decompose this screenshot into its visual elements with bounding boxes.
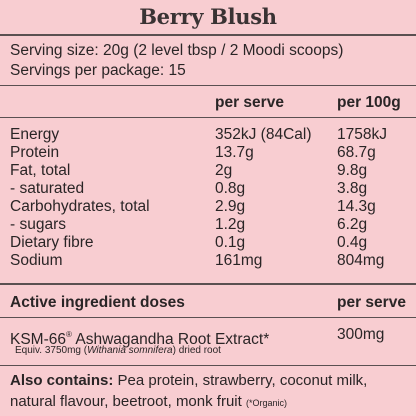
table-row: Energy 352kJ (84Cal) 1758kJ <box>0 126 416 144</box>
table-row: Sodium 161mg 804mg <box>0 252 416 270</box>
active-per-serve-header: per serve <box>337 294 406 311</box>
nutrient-name: Protein <box>10 144 60 161</box>
header-per-serve: per serve <box>215 94 284 111</box>
per-100g-value: 6.2g <box>337 216 368 233</box>
nutrient-name: Fat, total <box>10 162 71 179</box>
equivalence-note: Equiv. 3750mg (Withania somnifera) dried… <box>15 345 221 357</box>
per-100g-value: 0.4g <box>337 234 368 251</box>
nutrient-name: Carbohydrates, total <box>10 198 150 215</box>
per-serve-value: 2g <box>215 162 233 179</box>
per-100g-value: 68.7g <box>337 144 376 161</box>
per-100g-value: 3.8g <box>337 180 368 197</box>
divider <box>0 283 416 285</box>
per-serve-value: 1.2g <box>215 216 246 233</box>
divider <box>0 317 416 318</box>
servings-per-package: Servings per package: 15 <box>10 62 186 79</box>
divider <box>0 365 416 366</box>
per-serve-value: 352kJ (84Cal) <box>215 126 312 143</box>
serving-size: Serving size: 20g (2 level tbsp / 2 Mood… <box>10 42 344 59</box>
nutrient-name: Sodium <box>10 252 63 269</box>
header-per-100g: per 100g <box>337 94 401 111</box>
table-row: Dietary fibre 0.1g 0.4g <box>0 234 416 252</box>
per-serve-value: 13.7g <box>215 144 254 161</box>
nutrient-name: - saturated <box>10 180 85 197</box>
table-row: Fat, total 2g 9.8g <box>0 162 416 180</box>
also-contains-label: Also contains: <box>10 372 114 389</box>
per-100g-value: 804mg <box>337 252 385 269</box>
per-serve-value: 0.8g <box>215 180 246 197</box>
organic-note: (*Organic) <box>245 398 287 408</box>
nutrient-name: Dietary fibre <box>10 234 94 251</box>
active-ingredient-value: 300mg <box>337 326 385 343</box>
per-serve-value: 0.1g <box>215 234 246 251</box>
product-title: Berry Blush <box>139 4 277 29</box>
species-name: Withania somnifera <box>87 345 173 356</box>
registered-mark: ® <box>66 330 72 339</box>
active-ingredient-name: KSM-66® Ashwagandha Root Extract* <box>10 326 269 349</box>
ingredient-brand: KSM-66 <box>10 331 66 348</box>
table-row: Protein 13.7g 68.7g <box>0 144 416 162</box>
equiv-prefix: Equiv. 3750mg ( <box>15 345 88 356</box>
per-serve-value: 2.9g <box>215 198 246 215</box>
nutrient-name: - sugars <box>10 216 66 233</box>
per-100g-value: 1758kJ <box>337 126 387 143</box>
per-100g-value: 14.3g <box>337 198 376 215</box>
divider <box>0 117 416 118</box>
divider <box>0 85 416 86</box>
ingredient-name-rest: Ashwagandha Root Extract* <box>71 331 270 348</box>
also-contains-text: Pea protein, strawberry, coconut milk, n… <box>10 372 368 410</box>
active-ingredients-heading: Active ingredient doses <box>10 294 185 311</box>
equiv-suffix: ) dried root <box>172 345 221 356</box>
table-row: - sugars 1.2g 6.2g <box>0 216 416 234</box>
table-row: - saturated 0.8g 3.8g <box>0 180 416 198</box>
per-serve-value: 161mg <box>215 252 263 269</box>
table-row: Carbohydrates, total 2.9g 14.3g <box>0 198 416 216</box>
divider <box>0 34 416 36</box>
nutrient-name: Energy <box>10 126 60 143</box>
also-contains: Also contains: Pea protein, strawberry, … <box>10 370 408 414</box>
per-100g-value: 9.8g <box>337 162 368 179</box>
